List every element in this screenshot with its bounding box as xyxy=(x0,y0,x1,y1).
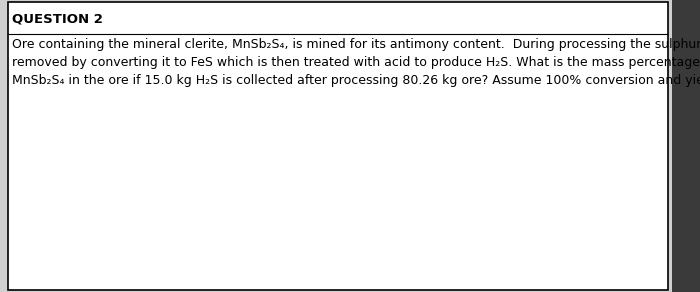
Text: QUESTION 2: QUESTION 2 xyxy=(12,12,103,25)
Text: Ore containing the mineral clerite, MnSb₂S₄, is mined for its antimony content. : Ore containing the mineral clerite, MnSb… xyxy=(12,38,700,51)
Text: removed by converting it to FeS which is then treated with acid to produce H₂S. : removed by converting it to FeS which is… xyxy=(12,56,700,69)
Bar xyxy=(672,0,700,292)
Text: MnSb₂S₄ in the ore if 15.0 kg H₂S is collected after processing 80.26 kg ore? As: MnSb₂S₄ in the ore if 15.0 kg H₂S is col… xyxy=(12,74,700,87)
